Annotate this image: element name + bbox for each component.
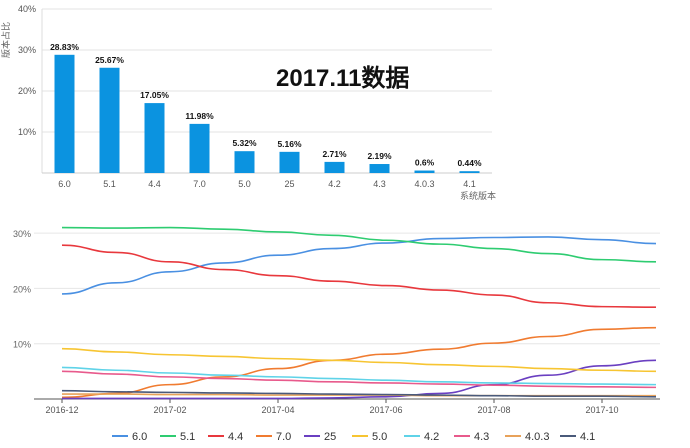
- line-series-4-1: [61, 389, 657, 398]
- legend-item[interactable]: 5.0: [352, 431, 387, 443]
- line-series-4-4: [61, 244, 657, 308]
- bar-data-label: 2.71%: [322, 149, 347, 159]
- line-x-tick-label: 2017-02: [153, 405, 186, 415]
- bar: [54, 54, 75, 174]
- chart-legend[interactable]: 6.0 5.1 4.4 7.0 25 5.0 4.2 4.3 4.0.3 4.1: [112, 431, 595, 443]
- bar-x-tick-label: 6.0: [58, 179, 71, 189]
- legend-label: 5.0: [372, 431, 387, 443]
- bar-y-tick-label: 30%: [18, 45, 36, 55]
- bar: [189, 123, 210, 173]
- line-series-25: [61, 359, 657, 400]
- legend-item[interactable]: 4.4: [208, 431, 243, 443]
- bar-chart: 10% 20% 30% 40% 28.83% 25.67% 17.05% 11.98% 5.3…: [0, 4, 496, 201]
- line-chart: 10%20%30% 2016-12 2017-02 2017-04 2017-06 20…: [13, 226, 660, 443]
- bar-data-label: 0.44%: [457, 158, 482, 168]
- line-y-tick-label: 10%: [13, 340, 31, 350]
- line-x-tick-label: 2017-08: [477, 405, 510, 415]
- bar-data-label: 0.6%: [415, 158, 435, 168]
- line-x-tick-label: 2017-10: [585, 405, 618, 415]
- line-series-5-0: [61, 347, 657, 373]
- bar-y-tick-label: 10%: [18, 127, 36, 137]
- bar-series: 28.83% 25.67% 17.05% 11.98% 5.32% 5.16% 2.71% 2…: [50, 42, 482, 174]
- bar: [324, 161, 345, 173]
- bar-data-label: 17.05%: [140, 90, 169, 100]
- line-y-tick-label: 30%: [13, 229, 31, 239]
- legend-item[interactable]: 4.0.3: [505, 431, 549, 443]
- bar: [279, 151, 300, 173]
- bar-x-tick-label: 5.1: [103, 179, 116, 189]
- bar-data-label: 2.19%: [367, 151, 392, 161]
- bar-data-label: 25.67%: [95, 55, 124, 65]
- chart-title: 2017.11数据: [276, 65, 410, 92]
- bar: [414, 170, 435, 173]
- line-x-tick-label: 2017-04: [261, 405, 294, 415]
- legend-label: 6.0: [132, 431, 147, 443]
- bar-x-tick-label: 4.4: [148, 179, 161, 189]
- line-x-axis: 2016-12 2017-02 2017-04 2017-06 2017-08 2017-…: [45, 399, 619, 415]
- legend-label: 4.0.3: [525, 431, 549, 443]
- legend-item[interactable]: 6.0: [112, 431, 147, 443]
- bar-x-axis: 6.0 5.1 4.4 7.0 5.0 25 4.2 4.3 4.0.3 4.1: [58, 179, 476, 189]
- bar-data-label: 5.32%: [232, 138, 257, 148]
- bar-x-tick-label: 4.1: [463, 179, 476, 189]
- legend-item[interactable]: 4.3: [454, 431, 489, 443]
- line-series-4-3: [61, 370, 657, 389]
- bar-y-tick-label: 20%: [18, 86, 36, 96]
- legend-item[interactable]: 4.1: [560, 431, 595, 443]
- bar-x-tick-label: 7.0: [193, 179, 206, 189]
- bar-data-label: 5.16%: [277, 139, 302, 149]
- legend-label: 4.4: [228, 431, 243, 443]
- legend-label: 25: [324, 431, 336, 443]
- bar: [369, 164, 390, 173]
- bar-x-axis-label: 系统版本: [460, 190, 496, 201]
- legend-item[interactable]: 7.0: [256, 431, 291, 443]
- bar: [459, 171, 480, 173]
- legend-item[interactable]: 4.2: [404, 431, 439, 443]
- legend-item[interactable]: 25: [304, 431, 336, 443]
- bar-y-tick-label: 40%: [18, 4, 36, 14]
- bar-x-tick-label: 4.0.3: [414, 179, 434, 189]
- legend-label: 5.1: [180, 431, 195, 443]
- bar-x-tick-label: 25: [284, 179, 294, 189]
- bar-x-tick-label: 4.3: [373, 179, 386, 189]
- legend-label: 4.1: [580, 431, 595, 443]
- line-series: [61, 226, 657, 400]
- legend-label: 7.0: [276, 431, 291, 443]
- legend-item[interactable]: 5.1: [160, 431, 195, 443]
- bar: [99, 67, 120, 173]
- line-x-tick-label: 2017-06: [369, 405, 402, 415]
- bar-x-tick-label: 5.0: [238, 179, 251, 189]
- line-series-7-0: [61, 326, 657, 399]
- bar-data-label: 11.98%: [185, 111, 214, 121]
- bar-data-label: 28.83%: [50, 42, 79, 52]
- line-x-tick-label: 2016-12: [45, 405, 78, 415]
- bar: [144, 103, 165, 173]
- line-y-tick-label: 20%: [13, 284, 31, 294]
- line-series-4-2: [61, 366, 657, 386]
- bar: [234, 151, 255, 173]
- bar-y-axis-label: 版本占比: [0, 22, 11, 58]
- legend-label: 4.2: [424, 431, 439, 443]
- line-series-5-1: [61, 226, 657, 263]
- line-series-6-0: [61, 236, 657, 295]
- line-gridlines: [34, 232, 660, 345]
- bar-x-tick-label: 4.2: [328, 179, 341, 189]
- legend-label: 4.3: [474, 431, 489, 443]
